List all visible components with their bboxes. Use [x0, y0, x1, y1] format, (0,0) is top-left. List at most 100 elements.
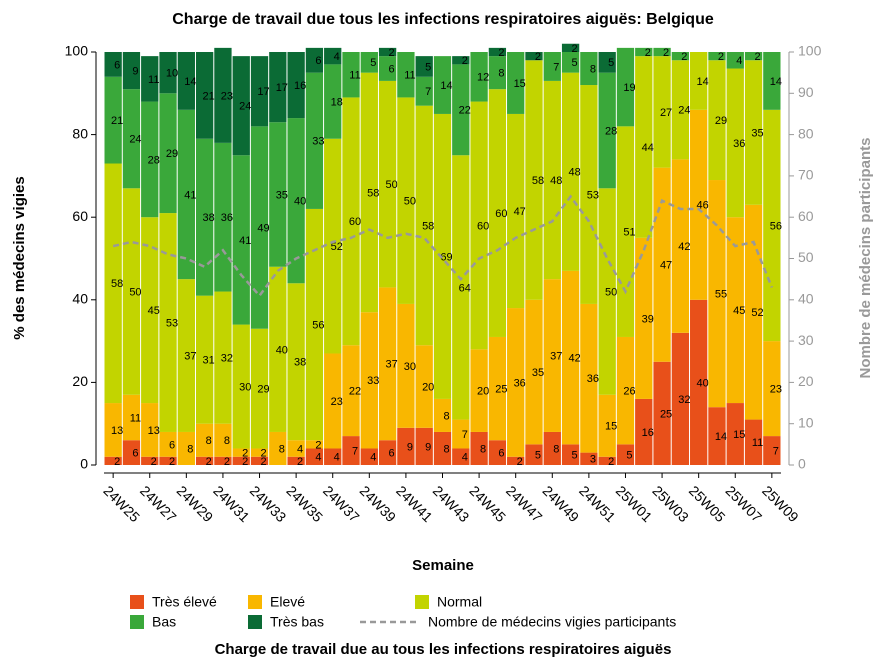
bar-segment	[159, 93, 177, 214]
bar-segment	[195, 138, 214, 296]
bar-segment	[744, 419, 763, 465]
data-label: 19	[623, 82, 635, 94]
data-label: 37	[184, 350, 196, 362]
data-label: 2	[389, 47, 395, 59]
x-tick-label: 24W25	[100, 482, 143, 525]
data-label: 53	[587, 189, 599, 201]
bar-segment	[269, 266, 287, 432]
data-label: 39	[642, 313, 654, 325]
data-label: 50	[605, 286, 617, 298]
data-label: 6	[114, 59, 120, 71]
data-label: 2	[645, 47, 651, 59]
bar-segment	[598, 52, 616, 73]
data-label: 6	[169, 439, 175, 451]
x-tick-label: 25W03	[649, 482, 692, 525]
bar-segment	[708, 180, 726, 408]
bar-segment	[305, 72, 324, 209]
bar-segment	[159, 213, 177, 432]
y-tick-label: 20	[72, 373, 88, 389]
bar-segment	[159, 52, 177, 94]
bar-segment	[616, 336, 635, 445]
data-label: 21	[203, 90, 215, 102]
bar-segment	[177, 52, 195, 110]
y2-tick-label: 60	[798, 208, 814, 224]
bar-segment	[452, 448, 470, 465]
data-label: 40	[276, 344, 288, 356]
bar-segment	[415, 76, 433, 106]
data-label: 4	[315, 452, 321, 464]
bar-segment	[433, 431, 452, 465]
data-label: 24	[239, 101, 251, 113]
bar-segment	[708, 52, 726, 61]
data-label: 7	[352, 445, 358, 457]
bar-segment	[214, 47, 232, 143]
y-tick-label: 100	[65, 43, 89, 59]
data-label: 6	[498, 448, 504, 460]
data-label: 4	[334, 452, 340, 464]
bar-segment	[104, 76, 122, 164]
data-label: 11	[349, 70, 360, 82]
y-tick-label: 60	[72, 208, 88, 224]
bar-segment	[122, 188, 141, 395]
bar-segment	[433, 398, 452, 432]
data-label: 25	[660, 408, 672, 420]
x-tick-label: 25W09	[759, 482, 802, 525]
data-label: 23	[221, 90, 233, 102]
bar-segment	[744, 204, 763, 420]
bar-segment	[580, 452, 598, 465]
data-label: 24	[678, 105, 690, 117]
bar-segment	[305, 440, 324, 449]
data-label: 56	[770, 220, 782, 232]
bar-segment	[488, 89, 507, 337]
data-label: 3	[590, 454, 596, 466]
data-label: 5	[535, 450, 541, 462]
data-label: 22	[459, 105, 471, 117]
bar-segment	[470, 349, 488, 432]
data-label: 35	[532, 367, 544, 379]
data-label: 60	[477, 220, 489, 232]
legend-label: Nombre de médecins vigies participants	[428, 614, 676, 630]
x-tick-label: 24W29	[174, 482, 217, 525]
bar-segment	[433, 56, 452, 114]
bar-segment	[525, 60, 543, 300]
data-label: 2	[242, 448, 248, 460]
y2-tick-label: 10	[798, 414, 814, 430]
data-label: 41	[184, 189, 196, 201]
bar-segment	[598, 188, 616, 395]
data-label: 50	[129, 286, 141, 298]
data-label: 11	[404, 70, 415, 82]
data-label: 7	[425, 86, 431, 98]
bar-segment	[232, 155, 250, 325]
bar-segment	[397, 52, 415, 98]
data-label: 47	[514, 206, 526, 218]
legend-swatch	[415, 595, 429, 609]
bar-segment	[287, 283, 305, 441]
data-label: 58	[367, 187, 379, 199]
data-label: 2	[754, 51, 760, 63]
data-label: 58	[422, 220, 434, 232]
bar-segment	[104, 456, 122, 465]
bar-segment	[232, 324, 250, 449]
data-label: 2	[151, 456, 157, 468]
data-label: 16	[294, 80, 306, 92]
data-label: 20	[477, 386, 489, 398]
data-label: 33	[367, 375, 379, 387]
data-label: 2	[224, 456, 230, 468]
bar-segment	[635, 237, 653, 399]
x-tick-label: 24W27	[137, 482, 180, 525]
data-label: 2	[663, 47, 669, 59]
y2-tick-label: 30	[798, 332, 814, 348]
bar-segment	[195, 423, 214, 457]
bar-segment	[141, 101, 159, 218]
bar-segment	[690, 109, 708, 300]
bar-segment	[671, 52, 690, 61]
data-label: 35	[751, 127, 763, 139]
data-label: 14	[697, 76, 709, 88]
x-tick-label: 24W49	[540, 482, 583, 525]
bar-segment	[378, 80, 397, 288]
data-label: 27	[660, 107, 672, 119]
bar-segment	[726, 52, 744, 69]
data-label: 14	[715, 431, 727, 443]
y2-tick-label: 0	[798, 456, 806, 472]
data-label: 47	[660, 260, 672, 272]
